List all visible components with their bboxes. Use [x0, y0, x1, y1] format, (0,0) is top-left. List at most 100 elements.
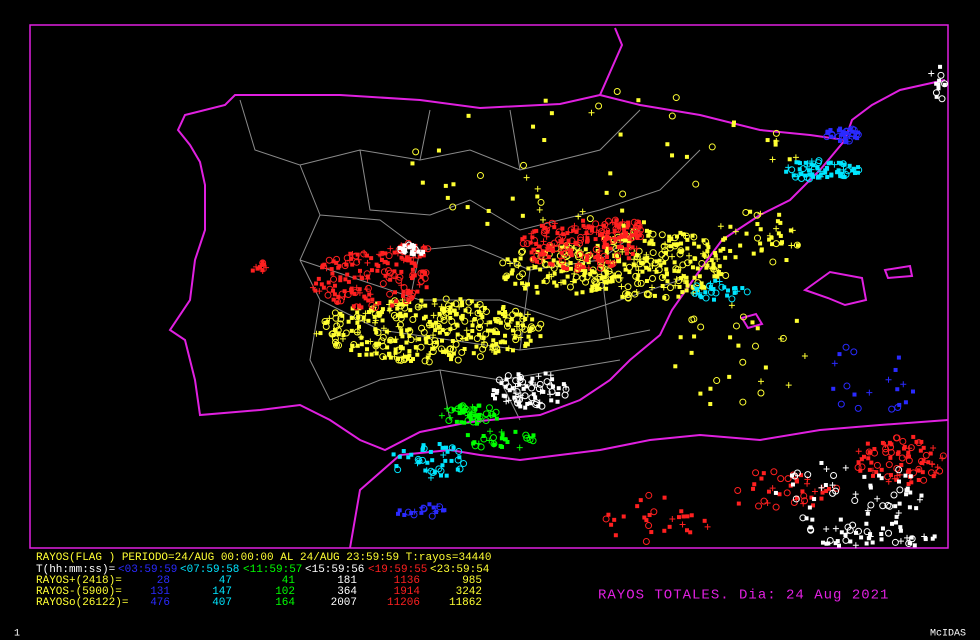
- strike-solid: [490, 343, 495, 348]
- strike-solid: [548, 261, 553, 266]
- strike-solid: [398, 249, 403, 254]
- strike-circle: [624, 283, 632, 291]
- strike-plus: [528, 230, 535, 237]
- strike-circle: [712, 289, 720, 297]
- strike-plus: [811, 488, 818, 495]
- strike-circle: [688, 316, 696, 324]
- strike-plus: [535, 373, 542, 380]
- strike-circle: [650, 508, 658, 516]
- strike-solid: [936, 86, 941, 91]
- strike-solid: [377, 313, 382, 318]
- strike-solid: [419, 298, 424, 303]
- strike-solid: [509, 317, 514, 322]
- strike-plus: [361, 249, 368, 256]
- strike-plus: [823, 525, 830, 532]
- strike-solid: [450, 338, 455, 343]
- strike-solid: [859, 457, 864, 462]
- strike-solid: [668, 244, 673, 249]
- strike-circle: [743, 288, 751, 296]
- count-value: 28: [157, 575, 170, 587]
- strike-circle: [415, 457, 423, 465]
- strike-solid: [657, 258, 662, 263]
- strike-circle: [643, 290, 651, 298]
- strike-solid: [516, 402, 521, 407]
- strike-solid: [356, 315, 361, 320]
- strike-plus: [309, 284, 316, 291]
- strike-solid: [642, 238, 647, 243]
- strike-solid: [455, 332, 460, 337]
- strike-circle: [854, 404, 862, 412]
- strike-circle: [918, 457, 926, 465]
- strike-solid: [624, 251, 629, 256]
- strike-plus: [632, 263, 639, 270]
- strike-solid: [396, 356, 401, 361]
- strike-circle: [479, 305, 487, 313]
- strike-solid: [407, 327, 412, 332]
- strike-solid: [898, 525, 903, 530]
- strike-solid: [464, 336, 469, 341]
- strike-solid: [451, 182, 456, 187]
- strike-solid: [542, 252, 547, 257]
- strike-solid: [407, 349, 412, 354]
- strike-circle: [619, 190, 627, 198]
- strike-circle: [536, 380, 544, 388]
- strike-circle: [635, 222, 643, 230]
- strike-plus: [778, 335, 785, 342]
- strike-solid: [469, 335, 474, 340]
- strike-circle: [705, 282, 713, 290]
- strike-solid: [851, 166, 856, 171]
- strike-solid: [408, 289, 413, 294]
- strike-plus: [469, 403, 476, 410]
- strike-solid: [352, 291, 357, 296]
- strike-plus: [438, 412, 445, 419]
- strike-circle: [692, 180, 700, 188]
- strike-solid: [809, 162, 814, 167]
- strike-plus: [891, 475, 898, 482]
- strike-circle: [550, 239, 558, 247]
- strike-plus: [512, 390, 519, 397]
- strike-solid: [837, 352, 842, 357]
- strike-plus: [635, 267, 642, 274]
- strike-circle: [465, 298, 473, 306]
- strike-solid: [750, 320, 755, 325]
- strike-plus: [817, 173, 824, 180]
- strike-solid: [733, 255, 738, 260]
- strike-circle: [589, 266, 597, 274]
- strike-circle: [474, 309, 482, 317]
- strike-plus: [566, 245, 573, 252]
- strike-solid: [637, 225, 642, 230]
- strike-solid: [541, 389, 546, 394]
- strike-solid: [795, 243, 800, 248]
- strike-solid: [494, 390, 499, 395]
- strike-plus: [547, 372, 554, 379]
- strike-circle: [460, 460, 468, 468]
- strike-solid: [426, 335, 431, 340]
- strike-solid: [620, 208, 625, 213]
- strike-solid: [366, 310, 371, 315]
- strike-solid: [713, 278, 718, 283]
- strike-solid: [685, 237, 690, 242]
- strike-plus: [362, 310, 369, 317]
- strike-circle: [891, 538, 899, 546]
- period-label: <03:59:59: [118, 564, 177, 576]
- strike-solid: [871, 473, 876, 478]
- strike-solid: [366, 298, 371, 303]
- strike-solid: [600, 258, 605, 263]
- strike-solid: [773, 490, 778, 495]
- strike-plus: [855, 448, 862, 455]
- strike-solid: [811, 174, 816, 179]
- strike-solid: [482, 306, 487, 311]
- strike-solid: [404, 340, 409, 345]
- strike-plus: [540, 238, 547, 245]
- strike-solid: [542, 138, 547, 143]
- strike-circle: [476, 172, 484, 180]
- strike-solid: [716, 271, 721, 276]
- strike-solid: [667, 234, 672, 239]
- strike-circle: [379, 333, 387, 341]
- strike-solid: [612, 229, 617, 234]
- strike-solid: [565, 266, 570, 271]
- strike-circle: [645, 522, 653, 530]
- strike-plus: [507, 260, 514, 267]
- strike-solid: [411, 246, 416, 251]
- strike-solid: [614, 218, 619, 223]
